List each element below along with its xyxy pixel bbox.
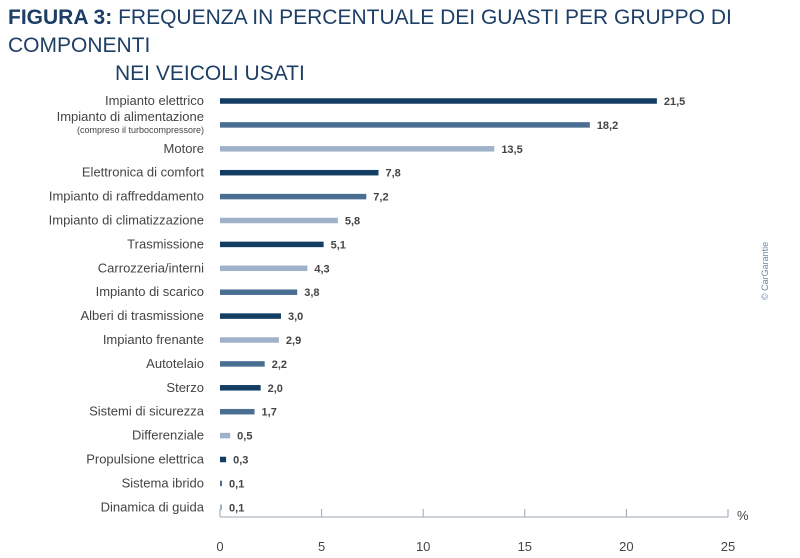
category-label: Propulsione elettrica	[86, 452, 205, 467]
data-label: 2,9	[286, 335, 301, 347]
category-label: Differenziale	[132, 428, 204, 443]
category-label: Impianto frenante	[103, 332, 204, 347]
bar	[220, 217, 338, 224]
x-axis: 0 5 10 15 20 25%	[216, 508, 749, 554]
bar	[220, 98, 657, 104]
data-label: 21,5	[664, 96, 685, 108]
data-label: 0,5	[237, 431, 252, 443]
bar	[220, 169, 379, 176]
bar	[220, 265, 308, 272]
category-label: Impianto di raffreddamento	[49, 189, 204, 204]
category-label: Motore	[164, 141, 204, 156]
bar	[220, 193, 367, 200]
category-label: Impianto di scarico	[96, 284, 204, 299]
data-label: 5,1	[331, 239, 346, 251]
figure-label: FIGURA 3:	[8, 6, 113, 29]
data-label: 1,7	[262, 407, 277, 419]
category-label: Autotelaio	[146, 356, 204, 371]
credit-text: © CarGarantie	[760, 241, 770, 300]
data-label: 2,2	[272, 359, 287, 371]
data-label: 2,0	[268, 383, 283, 395]
category-label: Sistemi di sicurezza	[89, 404, 205, 419]
bar	[220, 385, 261, 391]
data-label: 7,2	[373, 192, 388, 204]
category-label: Elettronica di comfort	[82, 165, 204, 180]
x-tick-label: 15	[518, 539, 532, 554]
category-label: Dinamica di guida	[101, 499, 205, 514]
category-label: Impianto di climatizzazione	[49, 213, 204, 228]
bar	[220, 313, 281, 319]
title-line-2: NEI VEICOLI USATI	[115, 62, 305, 85]
category-note: (compreso il turbocompressore)	[77, 125, 204, 135]
data-label: 0,1	[229, 478, 244, 490]
bar	[220, 337, 279, 343]
bar	[220, 408, 255, 415]
category-label: Sterzo	[166, 380, 204, 395]
category-label: Impianto elettrico	[105, 93, 204, 108]
x-tick-label: 20	[619, 539, 633, 554]
category-label: Trasmissione	[127, 236, 204, 251]
category-label: Impianto di alimentazione	[57, 109, 204, 124]
bar	[220, 122, 590, 128]
bar	[220, 241, 324, 248]
data-label: 0,3	[233, 455, 248, 467]
x-axis-unit: %	[737, 508, 749, 523]
data-label: 4,3	[314, 263, 329, 275]
x-tick-label: 10	[416, 539, 430, 554]
bar	[220, 146, 495, 152]
x-tick-label: 5	[318, 539, 325, 554]
x-tick-label: 25	[721, 539, 735, 554]
bar	[220, 504, 223, 511]
data-label: 18,2	[597, 120, 618, 132]
category-label: Alberi di trasmissione	[80, 308, 204, 323]
bar	[220, 456, 227, 463]
bar	[220, 361, 265, 367]
data-label: 5,8	[345, 216, 360, 228]
bar	[220, 480, 223, 487]
bar	[220, 432, 231, 439]
chart-title: FIGURA 3: FREQUENZA IN PERCENTUALE DEI G…	[8, 4, 788, 88]
data-label: 0,1	[229, 502, 244, 514]
data-label: 7,8	[385, 168, 400, 180]
title-line-1: FREQUENZA IN PERCENTUALE DEI GUASTI PER …	[8, 6, 732, 57]
bars-group: Impianto elettrico 21,5 Impianto di alimen…	[49, 93, 686, 514]
bar	[220, 289, 298, 295]
data-label: 3,8	[304, 287, 319, 299]
category-label: Carrozzeria/interni	[98, 260, 204, 275]
x-tick-label: 0	[216, 539, 223, 554]
data-label: 3,0	[288, 311, 303, 323]
data-label: 13,5	[501, 144, 522, 156]
category-label: Sistema ibrido	[122, 475, 204, 490]
